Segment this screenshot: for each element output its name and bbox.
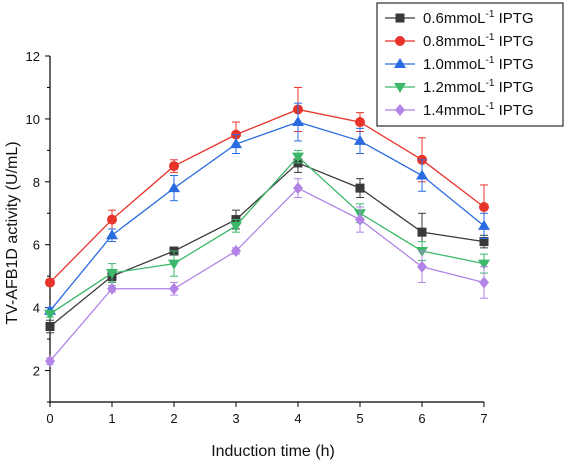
legend-item: 1.0mmoL-1 IPTG <box>385 55 534 73</box>
data-point <box>44 309 56 320</box>
x-tick-label: 5 <box>356 411 363 426</box>
legend-marker <box>395 104 405 116</box>
data-point <box>231 245 241 258</box>
y-axis-title: TV-AFB1D activity (U/mL) <box>4 141 21 324</box>
data-point <box>107 282 117 295</box>
legend-item: 0.6mmoL-1 IPTG <box>385 9 534 27</box>
series-line <box>49 121 485 312</box>
data-point <box>106 269 118 280</box>
x-tick-label: 7 <box>480 411 487 426</box>
data-point <box>169 282 179 295</box>
legend-label: 1.0mmoL-1 IPTG <box>423 55 534 73</box>
y-tick-label: 4 <box>33 301 40 316</box>
data-point <box>45 322 55 332</box>
data-point <box>230 138 242 149</box>
y-tick-label: 8 <box>33 175 40 190</box>
data-point <box>292 152 304 163</box>
data-point <box>478 219 490 230</box>
data-point <box>293 182 303 195</box>
y-tick-label: 6 <box>33 238 40 253</box>
x-tick-label: 2 <box>170 411 177 426</box>
data-point <box>354 134 366 145</box>
data-point <box>355 183 365 193</box>
data-point <box>45 355 55 368</box>
legend-item: 1.4mmoL-1 IPTG <box>385 101 534 119</box>
series-line <box>49 187 485 362</box>
x-tick-label: 4 <box>294 411 301 426</box>
data-point <box>292 116 304 127</box>
data-point <box>169 161 179 172</box>
legend-marker <box>394 83 406 93</box>
legend-label: 1.2mmoL-1 IPTG <box>423 78 534 96</box>
data-series <box>44 86 490 368</box>
legend: 0.6mmoL-1 IPTG 0.8mmoL-1 IPTG 1.0mmoL-1 IP… <box>376 2 564 127</box>
x-tick-label: 1 <box>108 411 115 426</box>
data-point <box>479 237 489 247</box>
data-point <box>230 221 242 232</box>
y-tick-label: 2 <box>33 364 40 379</box>
data-point <box>478 259 490 270</box>
legend-label: 0.8mmoL-1 IPTG <box>423 32 534 50</box>
data-point <box>417 260 427 273</box>
x-axis-title: Induction time (h) <box>211 443 335 460</box>
data-point <box>355 117 365 128</box>
data-point <box>107 214 117 225</box>
legend-item: 0.8mmoL-1 IPTG <box>385 32 534 50</box>
legend-marker <box>395 36 405 46</box>
series-2 <box>45 86 489 288</box>
legend-label: 0.6mmoL-1 IPTG <box>423 9 534 27</box>
series-5 <box>45 178 489 368</box>
series-line <box>49 108 485 283</box>
series-line <box>49 155 485 315</box>
data-point <box>479 201 489 212</box>
series-line <box>49 162 485 328</box>
data-point <box>168 182 180 193</box>
legend-item: 1.2mmoL-1 IPTG <box>385 78 534 96</box>
y-tick-label: 10 <box>26 112 40 127</box>
legend-marker <box>395 13 405 23</box>
data-point <box>168 259 180 270</box>
data-point <box>106 229 118 240</box>
data-point <box>417 227 427 237</box>
legend-marker <box>394 58 406 68</box>
y-tick-label: 12 <box>26 49 40 64</box>
x-tick-label: 3 <box>232 411 239 426</box>
series-3 <box>44 102 490 315</box>
data-point <box>479 276 489 289</box>
legend-label: 1.4mmoL-1 IPTG <box>423 101 534 119</box>
x-tick-label: 0 <box>46 411 53 426</box>
data-point <box>45 277 55 288</box>
data-point <box>355 213 365 226</box>
x-tick-label: 6 <box>418 411 425 426</box>
data-point <box>416 169 428 180</box>
